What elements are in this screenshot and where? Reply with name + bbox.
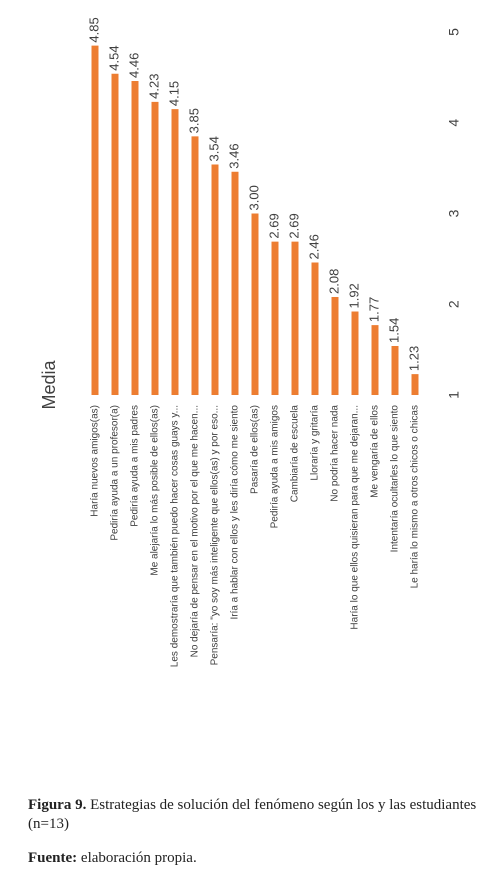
bar	[271, 241, 279, 395]
y-tick-label: 3	[446, 209, 462, 217]
y-tick-label: 5	[446, 28, 462, 36]
bar	[351, 311, 359, 395]
value-label: 3.85	[186, 108, 201, 133]
x-tick-label: Pediría ayuda a mis amigos	[270, 405, 281, 528]
bar	[91, 45, 99, 396]
bar	[171, 109, 179, 395]
bar	[111, 73, 119, 396]
x-tick-label: Intentaría ocultarles lo que siento	[390, 405, 401, 553]
bar	[231, 171, 239, 395]
source-label: Fuente:	[28, 850, 78, 866]
x-tick-label: Cambiaría de escuela	[290, 405, 301, 503]
y-tick-label: 4	[446, 119, 462, 127]
bar	[391, 345, 399, 395]
x-tick-label: Me vengaría de ellos	[370, 405, 381, 498]
value-label: 4.46	[126, 53, 141, 78]
value-label: 2.46	[306, 234, 321, 259]
y-axis-title: Media	[39, 360, 59, 410]
value-label: 3.46	[226, 143, 241, 168]
bar	[291, 241, 299, 395]
x-tick-label: Me alejaría lo más posible de ellos(as)	[150, 405, 161, 576]
value-label: 3.00	[246, 185, 261, 210]
value-label: 2.69	[286, 213, 301, 238]
bar	[151, 101, 159, 395]
value-label: 1.23	[406, 346, 421, 371]
x-tick-label: Haría lo que ellos quisieran para que me…	[350, 405, 361, 630]
source: Fuente: elaboración propia.	[28, 849, 478, 868]
x-tick-label: Le haría lo mismo a otros chicos o chica…	[410, 405, 421, 588]
bar	[211, 164, 219, 395]
y-tick-label: 1	[446, 391, 462, 399]
bar	[411, 374, 419, 395]
bar	[311, 262, 319, 395]
value-label: 2.08	[326, 269, 341, 294]
value-label: 1.77	[366, 297, 381, 322]
x-tick-label: Iría a hablar con ellos y les diría cómo…	[230, 405, 241, 620]
bar	[251, 213, 259, 395]
x-tick-label: Pasaría de ellos(as)	[250, 405, 261, 494]
bar	[331, 296, 339, 395]
figure-caption: Figura 9. Estrategias de solución del fe…	[28, 796, 478, 834]
x-tick-label: Pediría ayuda a mis padres	[130, 405, 141, 527]
x-tick-label: Lloraría y gritaría	[310, 405, 321, 481]
x-tick-label: No podría hacer nada	[330, 405, 341, 502]
x-tick-label: Haría nuevos amigos(as)	[90, 405, 101, 517]
x-tick-label: Pediría ayuda a un profesor(a)	[110, 405, 121, 541]
bar	[131, 81, 139, 395]
x-tick-label: Pensaría: "yo soy más inteligente que el…	[210, 405, 221, 665]
caption-text: Estrategias de solución del fenómeno seg…	[28, 797, 477, 832]
value-label: 4.23	[146, 74, 161, 99]
figure-label: Figura 9.	[28, 797, 87, 813]
x-tick-label: Les demostraría que también puedo hacer …	[170, 405, 181, 667]
value-label: 2.69	[266, 213, 281, 238]
value-label: 4.85	[86, 17, 101, 42]
x-tick-label: No dejaría de pensar en el motivo por el…	[190, 405, 201, 657]
bar	[191, 136, 199, 396]
value-label: 3.54	[206, 136, 221, 161]
value-label: 1.54	[386, 318, 401, 343]
bar	[371, 325, 379, 395]
value-label: 4.54	[106, 45, 121, 70]
y-tick-label: 2	[446, 300, 462, 308]
value-label: 1.92	[346, 283, 361, 308]
value-label: 4.15	[166, 81, 181, 106]
source-text: elaboración propia.	[80, 850, 197, 866]
chart: Media 1 2 3 4 5 4.85 Haría nuevos amigos(as) 4.…	[39, 17, 462, 667]
